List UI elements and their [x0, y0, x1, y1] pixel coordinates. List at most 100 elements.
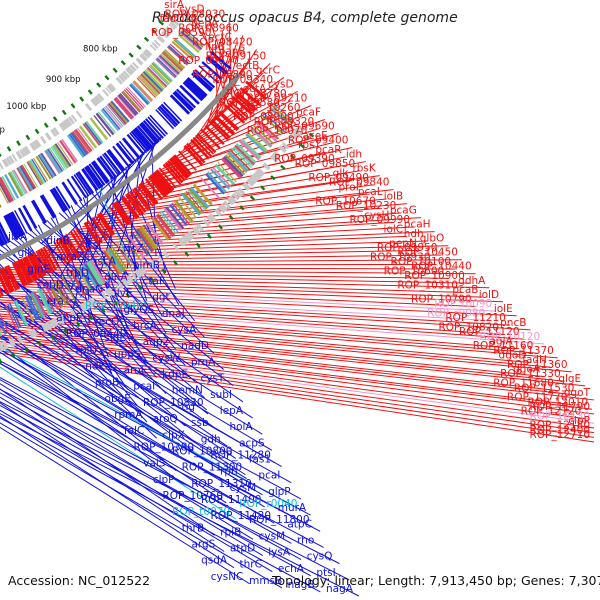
callout-line: [0, 345, 595, 429]
cog-feature: [121, 90, 142, 112]
orf-feature: [148, 259, 157, 269]
reverse-gene: [145, 118, 164, 139]
cog-feature: [204, 172, 225, 195]
orf-feature: [219, 203, 228, 212]
cog-feature: [102, 107, 121, 130]
cog-feature: [95, 112, 115, 136]
cog-feature: [56, 142, 74, 166]
orf-feature: [291, 130, 300, 139]
orf-feature: [44, 321, 52, 331]
orf-feature: [44, 132, 52, 141]
callout-line: [0, 308, 538, 354]
cog-feature: [173, 200, 192, 223]
cog-feature: [82, 264, 99, 289]
gene-label: ROP_10380: [134, 441, 195, 453]
gene-label: dinB: [46, 235, 69, 247]
cog-feature: [105, 105, 124, 127]
cog-feature: [89, 259, 106, 284]
gene-label: ftsI: [85, 239, 101, 251]
callout-line: [0, 343, 595, 424]
cog-feature: [50, 146, 67, 170]
gene-label: ROP_09150: [206, 50, 267, 62]
reverse-gene: [186, 76, 208, 98]
forward-gene: [162, 163, 182, 185]
gene-label: aqp2: [143, 336, 169, 348]
gene-label: clpX: [162, 429, 185, 441]
gene-label: cysW: [152, 352, 180, 364]
forward-gene: [239, 87, 261, 107]
callout-line: [0, 362, 275, 524]
gene-label: pepA: [191, 18, 219, 30]
cog-feature: [137, 76, 158, 97]
cog-feature: [226, 152, 247, 173]
cog-feature: [52, 144, 70, 168]
forward-gene: [121, 195, 140, 219]
orf-feature: [67, 116, 75, 125]
cog-feature: [9, 171, 25, 196]
callout-line: [31, 245, 449, 257]
callout-line: [0, 404, 311, 577]
callout-line: [0, 306, 517, 350]
cog-feature: [233, 146, 254, 167]
orf-feature: [85, 299, 94, 309]
cog-feature: [87, 260, 105, 286]
cog-feature: [161, 210, 179, 233]
genome-title: Rhodococcus opacus B4, complete genome: [152, 10, 458, 26]
cog-feature: [178, 196, 197, 219]
forward-gene: [147, 176, 166, 198]
forward-gene: [64, 233, 81, 258]
callout-line: [0, 327, 558, 392]
gene-label: folC: [124, 425, 144, 437]
inner-tick: [96, 82, 102, 88]
gene-label: rpmA: [114, 409, 143, 421]
callout-line: [0, 331, 595, 401]
gene-label: pcaF: [296, 107, 321, 119]
inner-tick: [165, 12, 172, 18]
reverse-gene: [88, 163, 106, 186]
cog-feature: [38, 153, 55, 178]
gene-label: cysH: [364, 209, 389, 221]
cog-feature: [245, 133, 267, 154]
reverse-gene: [205, 57, 227, 76]
cog-feature: [24, 295, 39, 321]
cog-feature: [212, 166, 232, 188]
cog-feature: [188, 187, 208, 210]
cog-feature: [82, 123, 101, 146]
gene-label: lepA: [220, 405, 244, 417]
callout-line: [25, 231, 234, 387]
callout-line: [0, 336, 263, 496]
inner-tick: [34, 128, 40, 135]
orf-feature: [183, 233, 192, 243]
gene-label: ROP_12120: [521, 406, 582, 418]
orf-feature: [23, 145, 31, 155]
orf-feature: [143, 48, 153, 58]
orf-feature: [51, 317, 59, 327]
forward-gene: [16, 259, 31, 285]
orf-feature: [253, 170, 263, 180]
gene-label: ROP_08960: [178, 22, 239, 34]
cog-feature: [262, 115, 284, 135]
orf-feature: [172, 242, 180, 251]
cog-feature: [4, 174, 20, 199]
forward-gene: [150, 172, 170, 196]
gene-label: subI: [210, 389, 232, 401]
gene-label: acpS: [239, 437, 265, 449]
outer-tick: [195, 242, 201, 248]
gene-label: dgoD: [499, 350, 527, 362]
reverse-gene: [66, 178, 83, 202]
cog-feature: [253, 125, 275, 145]
callout-line: [205, 53, 230, 128]
outer-tick: [0, 358, 3, 364]
cog-feature: [1, 175, 16, 201]
callout-line: [0, 280, 483, 298]
reverse-gene: [201, 61, 223, 81]
callout-line: [138, 133, 339, 188]
gene-label: ROP_12010: [527, 396, 588, 408]
forward-gene: [131, 188, 149, 211]
cog-feature: [272, 103, 295, 122]
cog-feature: [268, 106, 292, 127]
cog-feature: [250, 128, 272, 148]
callout-line: [0, 347, 595, 434]
callout-line: [0, 388, 340, 565]
orf-feature: [62, 119, 70, 129]
